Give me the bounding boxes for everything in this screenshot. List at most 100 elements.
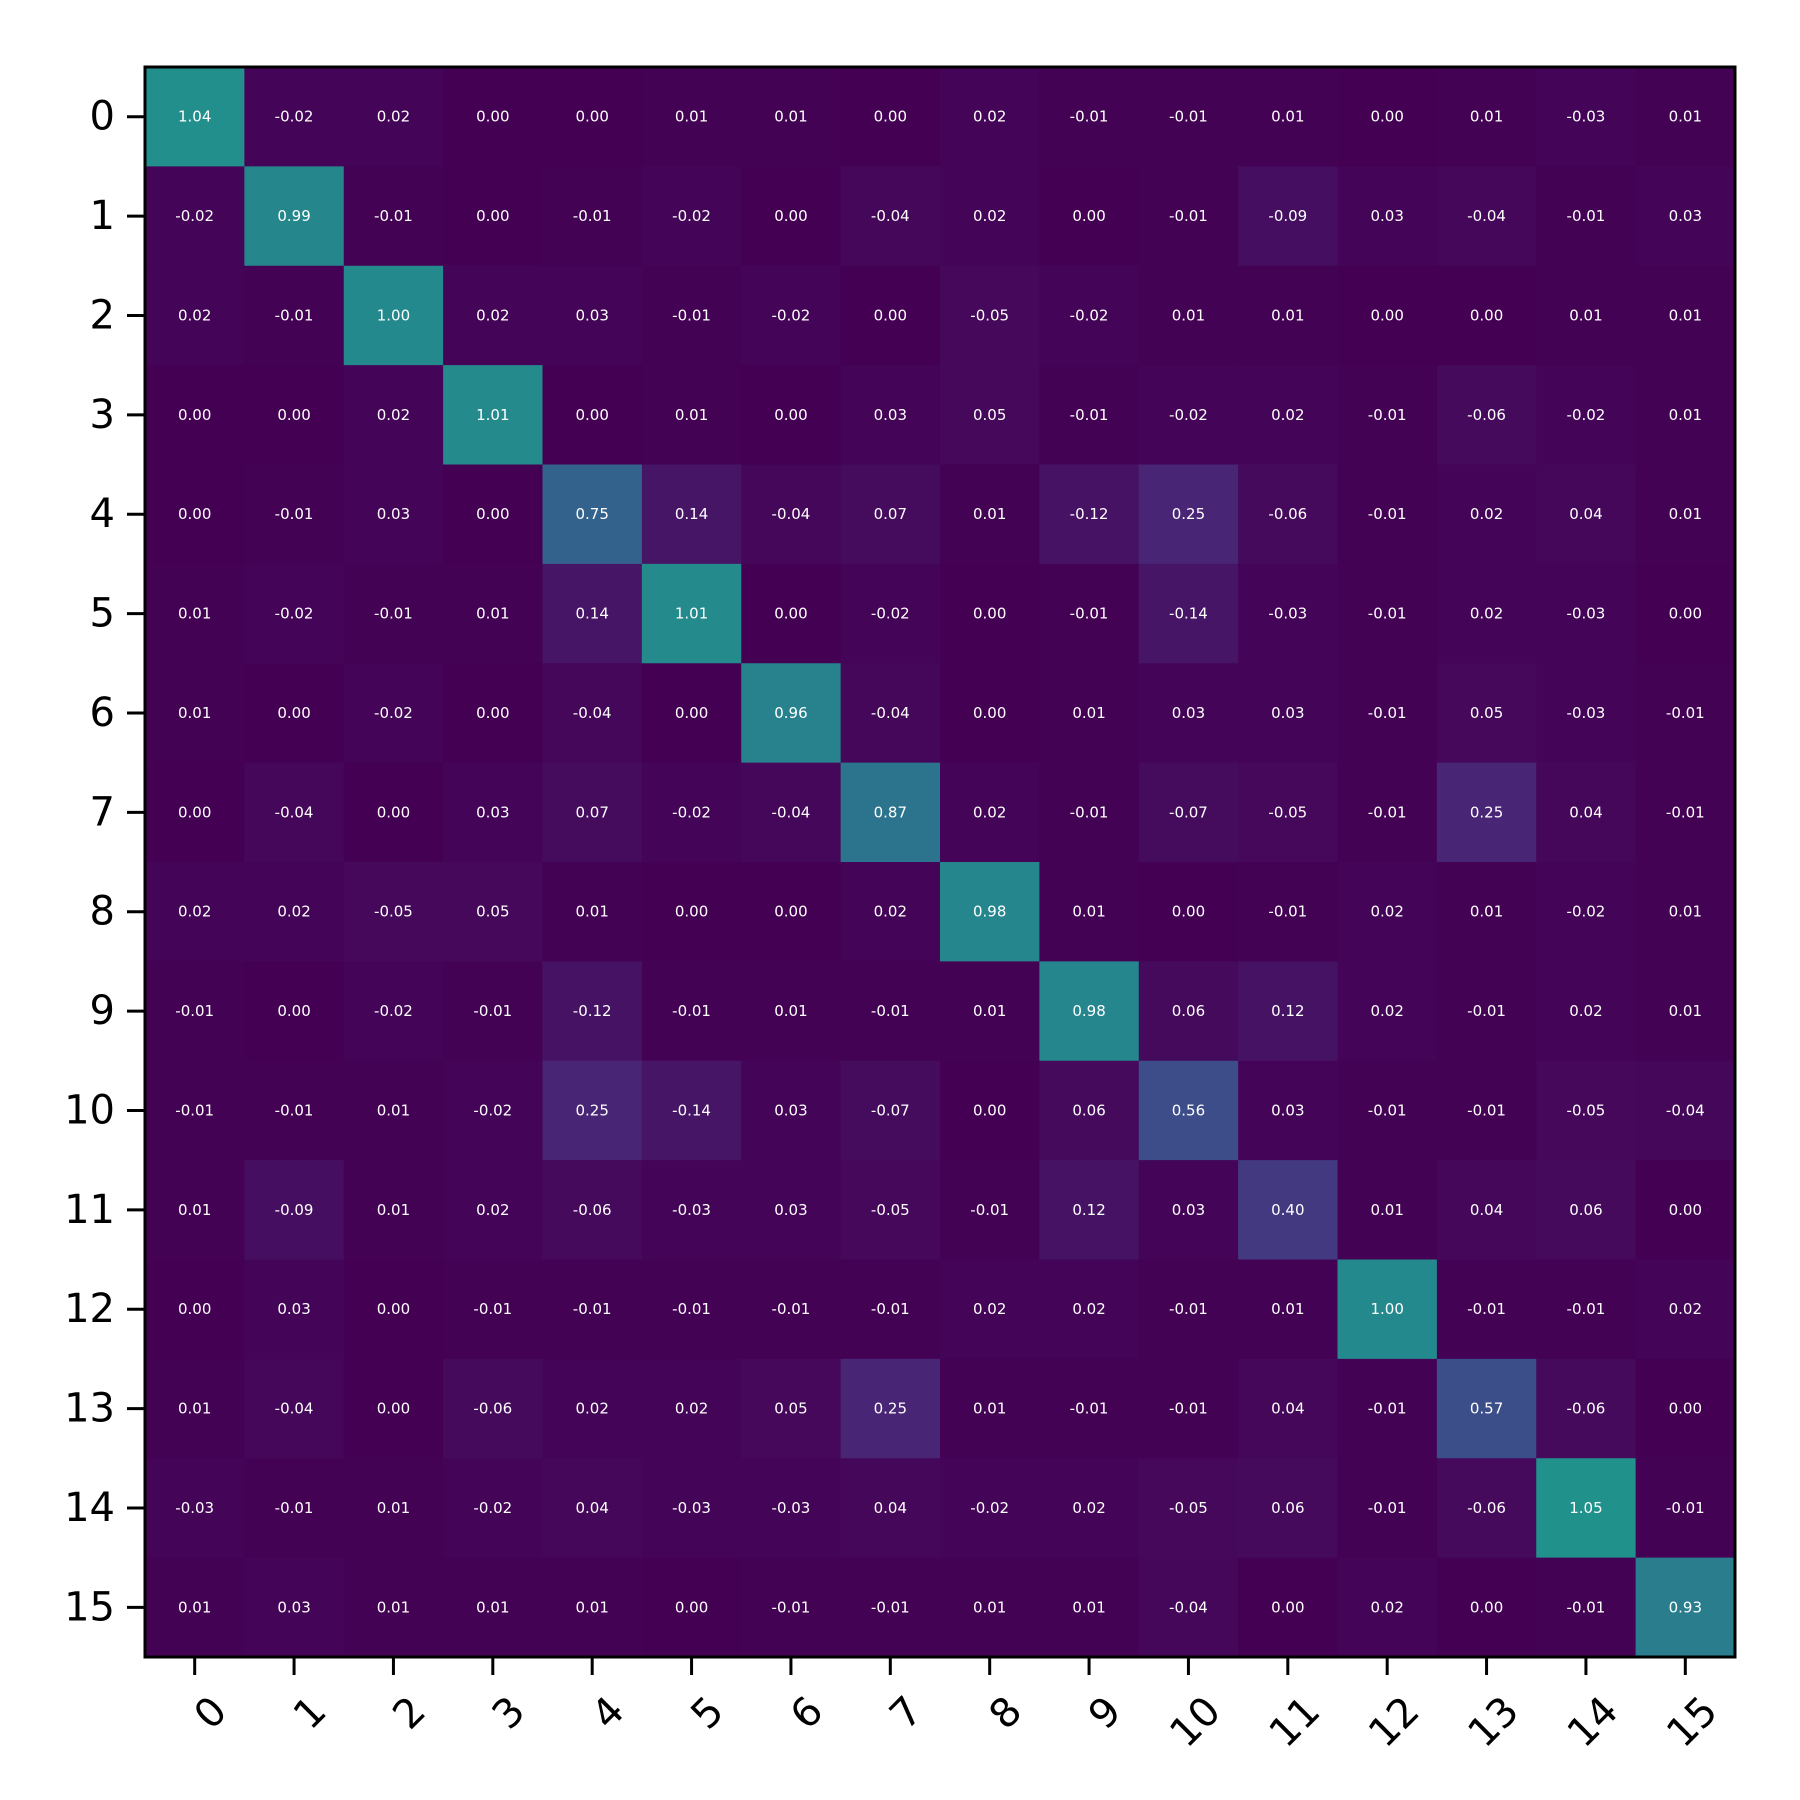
heatmap-cell-labels: 1.04 -0.02 0.02 0.00 0.00 0.01 0.01 0.00 0.02 -0.…: [175, 108, 1704, 1617]
cell-value-r12-c15: 0.02: [1669, 1300, 1702, 1318]
heatmap-cell-r12-c10: [1138, 1259, 1239, 1360]
heatmap-cell-r2-c11: [1238, 265, 1338, 366]
heatmap-cell-r10-c7: [840, 1060, 941, 1161]
cell-value-r12-c1: 0.03: [277, 1300, 310, 1318]
cell-value-r4-c10: 0.25: [1172, 505, 1205, 523]
cell-value-r13-c5: 0.02: [675, 1400, 708, 1418]
x-tick-label-11: 11: [1261, 1688, 1330, 1757]
heatmap-cell-r5-c0: [145, 563, 245, 664]
heatmap-cell-r13-c7: [840, 1358, 941, 1459]
heatmap-cell-r8-c4: [542, 862, 643, 962]
cell-value-r4-c6: -0.04: [772, 505, 811, 523]
heatmap-cell-r11-c6: [741, 1160, 842, 1260]
cell-value-r11-c7: -0.05: [871, 1201, 910, 1219]
heatmap-cell-r12-c7: [840, 1259, 941, 1360]
heatmap-cell-r0-c15: [1635, 67, 1736, 167]
heatmap-cell-r1-c0: [145, 166, 245, 267]
heatmap-cell-r0-c0: [145, 67, 245, 167]
heatmap-cell-r15-c10: [1138, 1557, 1239, 1658]
heatmap-cell-r6-c2: [343, 663, 444, 764]
heatmap-cell-r15-c5: [641, 1557, 742, 1658]
x-tick-label-13: 13: [1459, 1688, 1528, 1757]
heatmap-cell-r8-c11: [1238, 862, 1338, 962]
cell-value-r0-c4: 0.00: [575, 108, 608, 126]
heatmap-cell-r1-c10: [1138, 166, 1239, 267]
heatmap-cell-r2-c6: [741, 265, 842, 366]
heatmap-cell-r4-c5: [641, 464, 742, 565]
cell-value-r5-c5: 1.01: [675, 605, 708, 623]
heatmap-cell-r6-c13: [1436, 663, 1537, 764]
cell-value-r15-c0: 0.01: [178, 1598, 211, 1616]
heatmap-cell-r1-c9: [1039, 166, 1140, 267]
cell-value-r10-c1: -0.01: [275, 1101, 314, 1119]
heatmap-cell-r0-c6: [741, 67, 842, 167]
cell-value-r13-c11: 0.04: [1271, 1400, 1304, 1418]
cell-value-r8-c2: -0.05: [374, 903, 413, 921]
cell-value-r8-c10: 0.00: [1172, 903, 1205, 921]
cell-value-r4-c8: 0.01: [973, 505, 1006, 523]
cell-value-r2-c15: 0.01: [1669, 306, 1702, 324]
heatmap-cell-r5-c9: [1039, 563, 1140, 664]
y-tick-label-5: 5: [90, 591, 115, 637]
cell-value-r0-c12: 0.00: [1370, 108, 1403, 126]
heatmap-cell-r7-c13: [1436, 762, 1537, 863]
heatmap-cell-r8-c12: [1337, 862, 1438, 962]
cell-value-r1-c2: -0.01: [374, 207, 413, 225]
cell-value-r10-c9: 0.06: [1072, 1101, 1105, 1119]
heatmap-cell-r2-c15: [1635, 265, 1736, 366]
heatmap-cell-r12-c6: [741, 1259, 842, 1360]
heatmap-cell-r1-c14: [1536, 166, 1637, 267]
cell-value-r6-c14: -0.03: [1567, 704, 1606, 722]
x-tick-label-4: 4: [583, 1688, 634, 1739]
plot-frame: [143, 65, 1737, 1659]
heatmap-cell-r10-c1: [244, 1060, 345, 1161]
y-tick-label-1: 1: [90, 193, 115, 239]
heatmap-cell-r3-c1: [244, 365, 345, 465]
cell-value-r3-c8: 0.05: [973, 406, 1006, 424]
heatmap-cell-r2-c8: [940, 265, 1040, 366]
heatmap-cell-r12-c4: [542, 1259, 643, 1360]
cell-value-r8-c5: 0.00: [675, 903, 708, 921]
heatmap-cell-r13-c12: [1337, 1358, 1438, 1459]
cell-value-r14-c6: -0.03: [772, 1499, 811, 1517]
heatmap-cell-r0-c4: [542, 67, 643, 167]
heatmap-cell-r6-c3: [443, 663, 543, 764]
heatmap-cell-r2-c10: [1138, 265, 1239, 366]
heatmap-cell-r15-c11: [1238, 1557, 1338, 1658]
cell-value-r7-c3: 0.03: [476, 803, 509, 821]
heatmap-cell-r9-c1: [244, 961, 345, 1062]
cell-value-r7-c8: 0.02: [973, 803, 1006, 821]
cell-value-r1-c11: -0.09: [1268, 207, 1307, 225]
cell-value-r11-c10: 0.03: [1172, 1201, 1205, 1219]
cell-value-r12-c10: -0.01: [1169, 1300, 1208, 1318]
heatmap-cell-r6-c11: [1238, 663, 1338, 764]
heatmap-cell-r0-c1: [244, 67, 345, 167]
heatmap-cell-r10-c15: [1635, 1060, 1736, 1161]
cell-value-r4-c3: 0.00: [476, 505, 509, 523]
heatmap-cell-r1-c13: [1436, 166, 1537, 267]
heatmap-cell-r1-c6: [741, 166, 842, 267]
heatmap-cell-r1-c3: [443, 166, 543, 267]
cell-value-r15-c4: 0.01: [575, 1598, 608, 1616]
cell-value-r15-c3: 0.01: [476, 1598, 509, 1616]
x-tick-label-0: 0: [186, 1688, 237, 1739]
cell-value-r14-c8: -0.02: [970, 1499, 1009, 1517]
heatmap-cell-r6-c8: [940, 663, 1040, 764]
cell-value-r0-c10: -0.01: [1169, 108, 1208, 126]
heatmap-cell-r2-c14: [1536, 265, 1637, 366]
heatmap-cell-r14-c0: [145, 1458, 245, 1559]
heatmap-cell-r4-c7: [840, 464, 941, 565]
heatmap-cell-r13-c4: [542, 1358, 643, 1459]
cell-value-r13-c6: 0.05: [774, 1400, 807, 1418]
x-tick-label-10: 10: [1161, 1688, 1230, 1757]
y-tick-label-15: 15: [64, 1584, 115, 1630]
cell-value-r10-c11: 0.03: [1271, 1101, 1304, 1119]
heatmap-cell-r9-c15: [1635, 961, 1736, 1062]
cell-value-r9-c11: 0.12: [1271, 1002, 1304, 1020]
heatmap-cell-r1-c12: [1337, 166, 1438, 267]
heatmap-cell-r4-c8: [940, 464, 1040, 565]
cell-value-r7-c9: -0.01: [1070, 803, 1109, 821]
heatmap-cell-r12-c1: [244, 1259, 345, 1360]
cell-value-r0-c8: 0.02: [973, 108, 1006, 126]
